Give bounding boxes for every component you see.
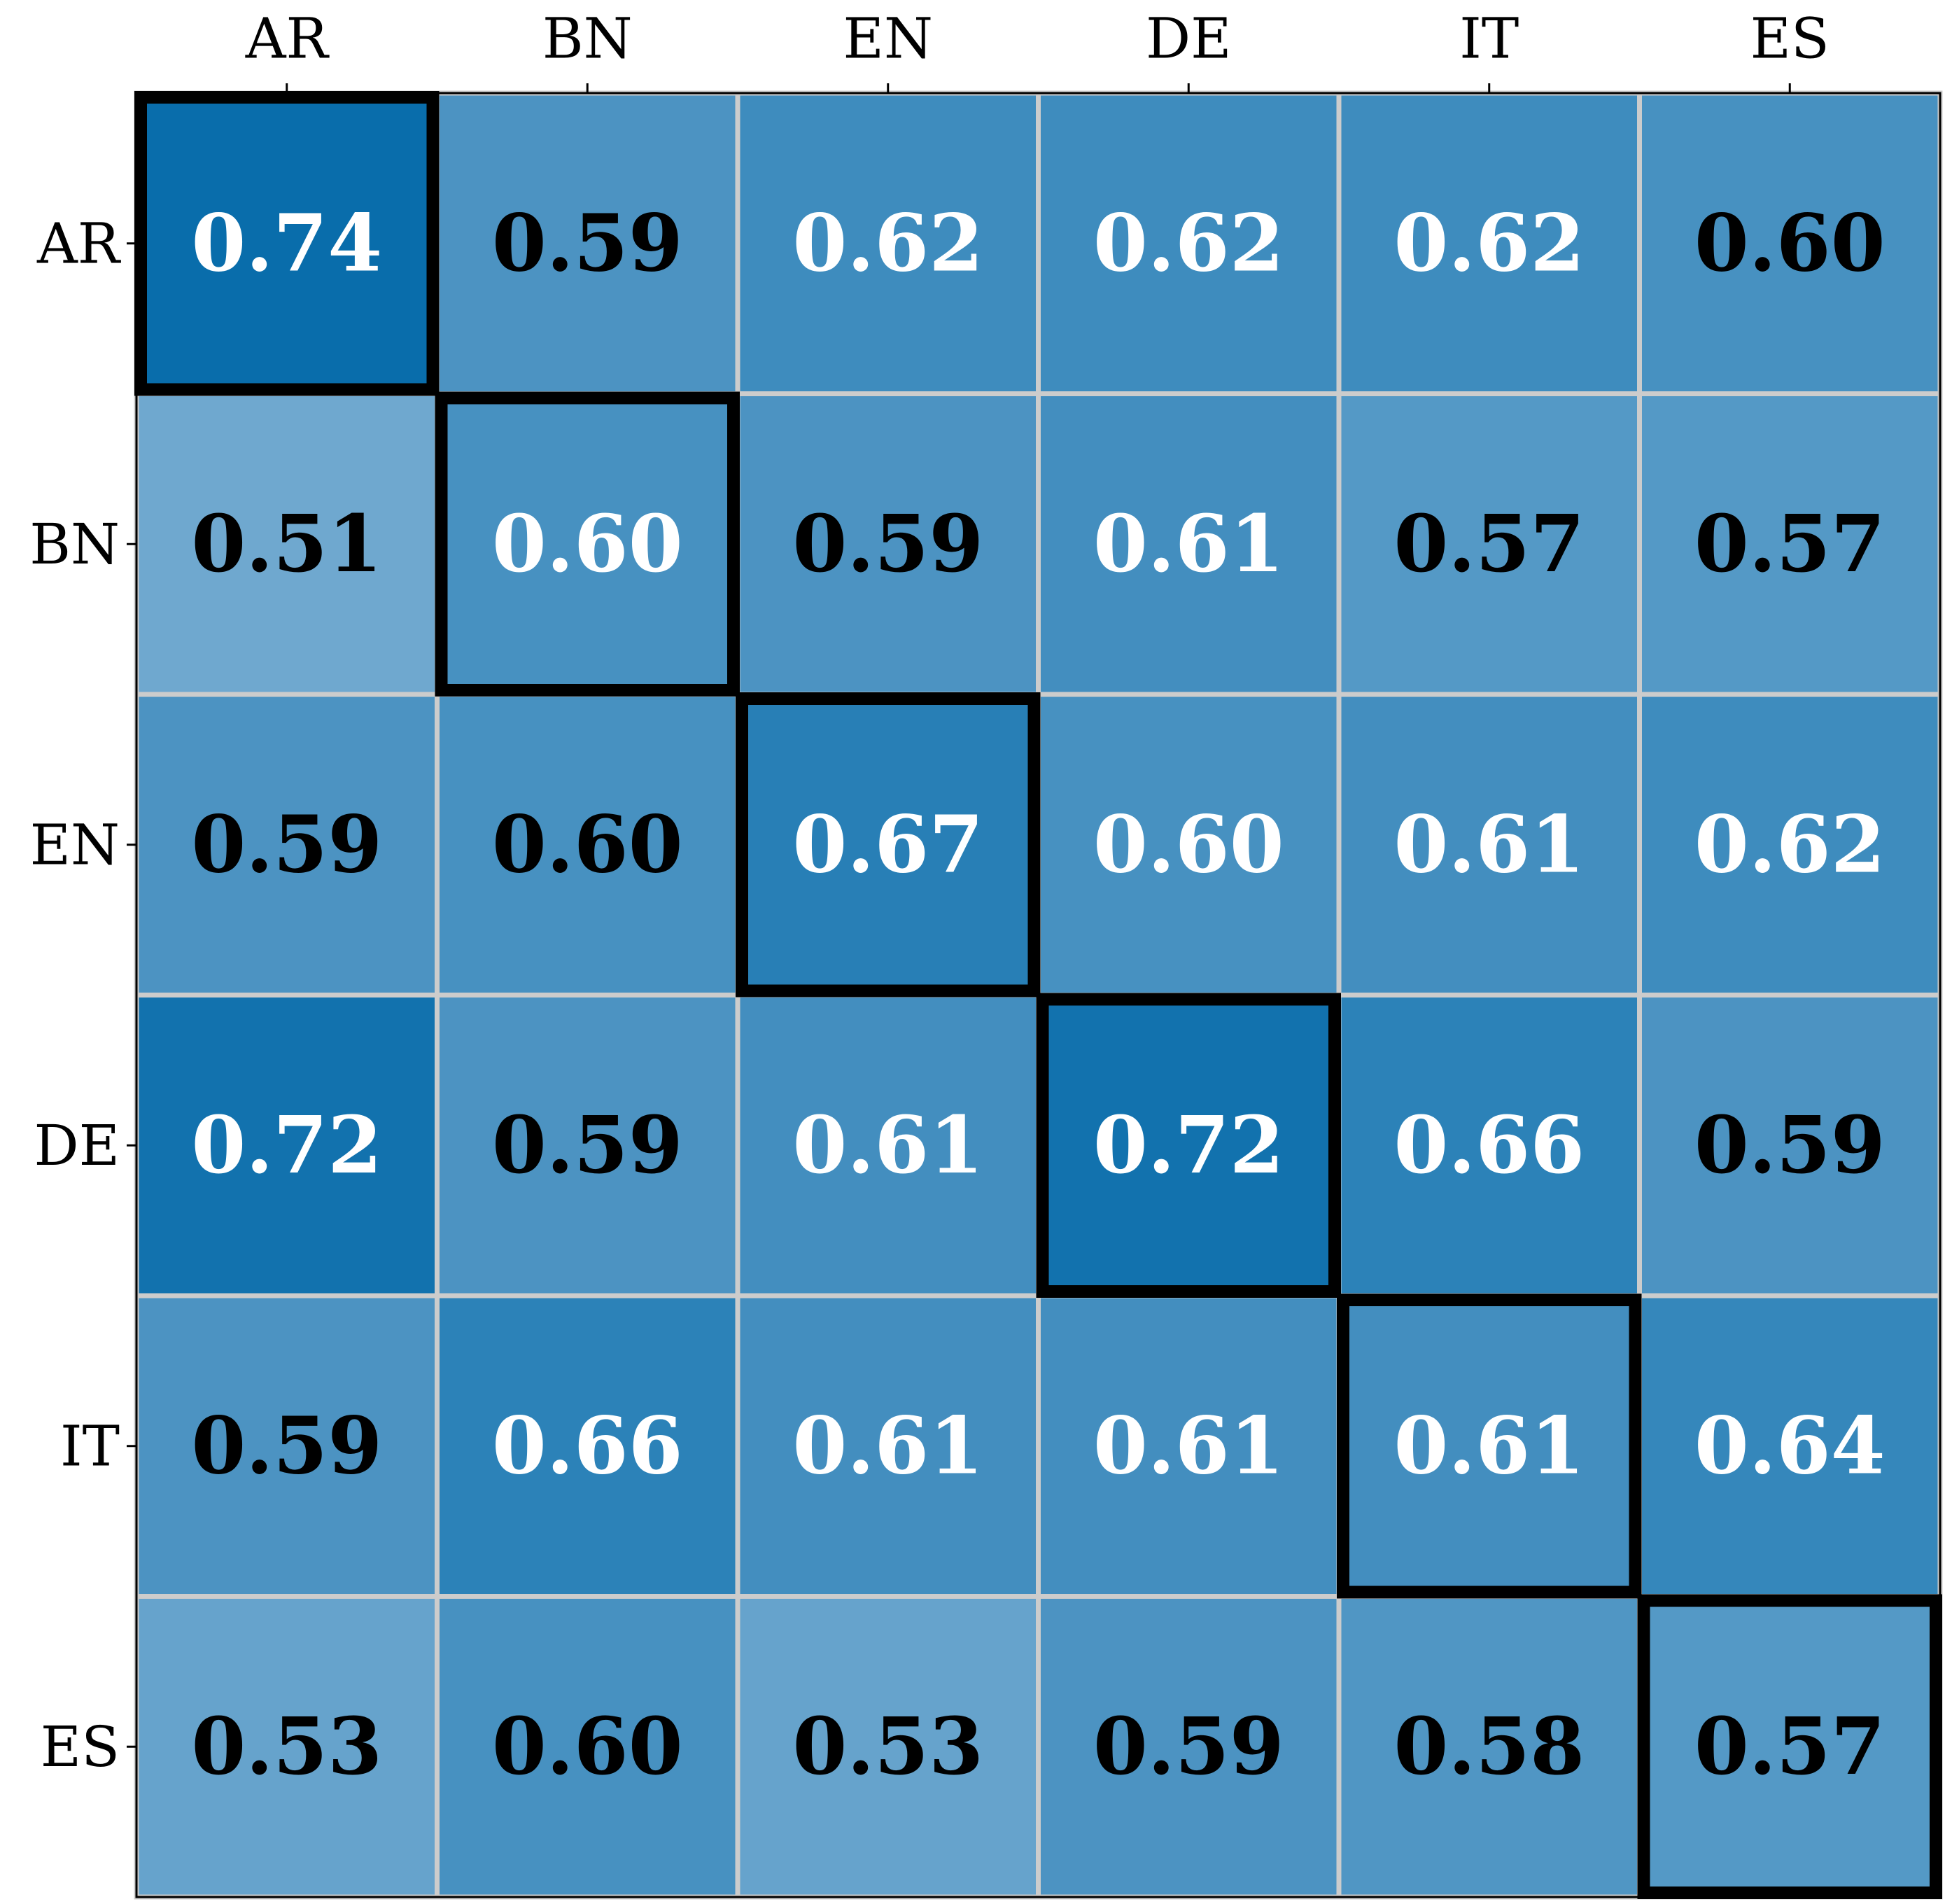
heatmap-cell <box>735 993 1041 1298</box>
value-label: 0.57 <box>1694 498 1886 590</box>
value-label: 0.61 <box>1093 1400 1284 1492</box>
value-label: 0.61 <box>1393 799 1585 890</box>
value-label: 0.62 <box>1694 799 1886 890</box>
x-tick-label: BN <box>542 6 633 71</box>
y-tick-label: BN <box>29 512 120 577</box>
value-label: 0.60 <box>492 799 683 890</box>
value-label: 0.51 <box>191 498 382 590</box>
diagonal-highlight <box>435 391 740 696</box>
value-label: 0.58 <box>1393 1701 1585 1793</box>
value-label: 0.72 <box>1093 1100 1284 1191</box>
x-tick-label: ES <box>1750 6 1830 71</box>
diagonal-highlight <box>1337 1294 1642 1599</box>
value-label: 0.57 <box>1393 498 1585 590</box>
value-label: 0.59 <box>792 498 983 590</box>
heatmap-cell <box>435 90 740 396</box>
y-tick-label: EN <box>30 812 120 877</box>
x-tick-label: IT <box>1459 6 1519 71</box>
y-tick-label: DE <box>34 1113 120 1178</box>
heatmap-cell <box>1336 993 1642 1298</box>
heatmap-cell <box>134 1293 440 1599</box>
x-tick-label: DE <box>1146 6 1232 71</box>
value-label: 0.53 <box>792 1701 983 1793</box>
heatmap-cell <box>1637 692 1943 997</box>
heatmap-cell <box>134 993 440 1298</box>
value-label: 0.74 <box>191 197 382 289</box>
value-label: 0.59 <box>492 197 683 289</box>
value-label: 0.66 <box>492 1400 683 1492</box>
heatmap-cell <box>134 90 440 396</box>
heatmap-cell <box>1036 391 1342 697</box>
heatmap-cell <box>1637 90 1943 396</box>
value-label: 0.59 <box>492 1100 683 1191</box>
y-tick-label: IT <box>60 1413 120 1478</box>
value-label: 0.53 <box>191 1701 382 1793</box>
y-tick-label: ES <box>41 1714 120 1779</box>
diagonal-highlight <box>736 692 1041 997</box>
heatmap-cell <box>134 1594 440 1900</box>
heatmap-cell <box>1336 1293 1642 1599</box>
value-label: 0.72 <box>191 1100 382 1191</box>
value-label: 0.61 <box>792 1100 983 1191</box>
value-label: 0.62 <box>792 197 983 289</box>
value-label: 0.60 <box>492 498 683 590</box>
heatmap-cell <box>1637 391 1943 697</box>
heatmap-cell <box>1036 1293 1342 1599</box>
value-label: 0.57 <box>1694 1701 1886 1793</box>
value-label: 0.60 <box>1093 799 1284 890</box>
value-label: 0.60 <box>492 1701 683 1793</box>
value-label: 0.66 <box>1393 1100 1585 1191</box>
value-label: 0.62 <box>1393 197 1585 289</box>
value-label: 0.62 <box>1093 197 1284 289</box>
value-label: 0.59 <box>191 1400 382 1492</box>
diagonal-highlight <box>1637 1594 1942 1899</box>
heatmap-cell <box>735 1293 1041 1599</box>
diagonal-highlight <box>134 91 440 396</box>
x-tick-label: AR <box>245 6 330 71</box>
value-label: 0.59 <box>1694 1100 1886 1191</box>
value-label: 0.61 <box>1393 1400 1585 1492</box>
value-label: 0.60 <box>1694 197 1886 289</box>
x-tick-label: EN <box>843 6 933 71</box>
value-label: 0.61 <box>1093 498 1284 590</box>
value-label: 0.59 <box>1093 1701 1284 1793</box>
y-tick-label: AR <box>36 211 122 276</box>
heatmap-cell <box>1637 1594 1943 1900</box>
value-label: 0.67 <box>792 799 983 890</box>
value-label: 0.61 <box>792 1400 983 1492</box>
heatmap-cell <box>1336 692 1642 997</box>
plot-frame <box>135 92 1942 1898</box>
diagonal-highlight <box>1036 993 1341 1298</box>
value-label: 0.59 <box>191 799 382 890</box>
heatmap-cell <box>435 993 740 1298</box>
value-label: 0.64 <box>1694 1400 1886 1492</box>
